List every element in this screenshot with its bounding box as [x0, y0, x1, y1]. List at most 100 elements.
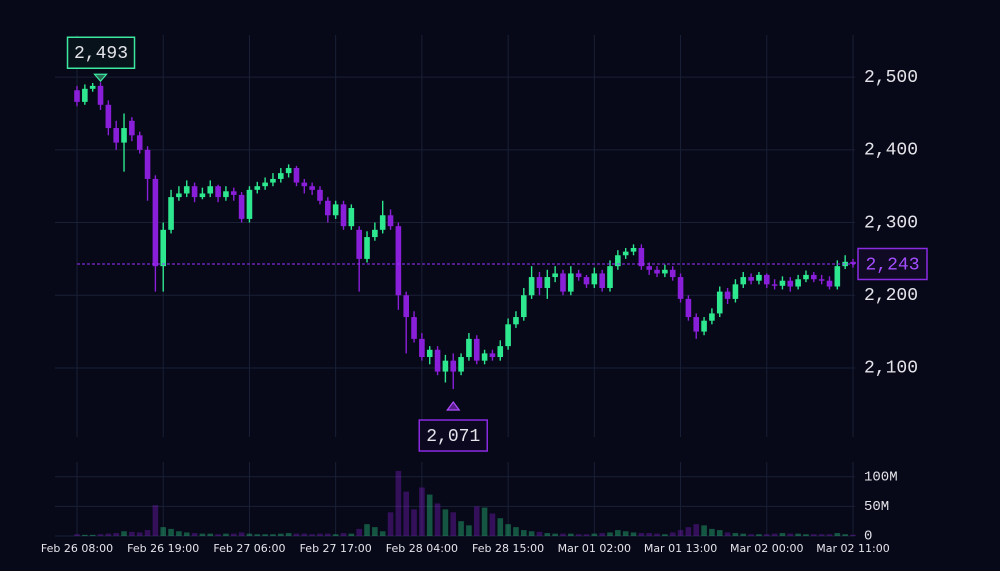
volume-tick-label: 50M: [864, 499, 889, 515]
volume-bar: [176, 531, 182, 536]
candle-body: [348, 208, 355, 227]
volume-bar: [481, 507, 488, 536]
candle-body: [685, 298, 692, 318]
candle-body: [622, 251, 629, 256]
candle-body: [528, 277, 535, 296]
candle-body: [419, 338, 425, 358]
volume-bar: [826, 534, 833, 536]
volume-bar: [270, 534, 276, 536]
volume-bar: [748, 534, 754, 536]
volume-bar: [834, 533, 841, 536]
volume-bar: [520, 530, 527, 536]
candle-body: [544, 277, 551, 288]
volume-bar: [246, 533, 253, 536]
candle-body: [325, 200, 331, 216]
candle-body: [756, 274, 762, 281]
volume-bar: [348, 533, 355, 536]
x-tick-label: Mar 02 11:00: [816, 542, 889, 555]
volume-bar: [803, 534, 809, 536]
candle-body: [191, 186, 198, 198]
candle-body: [489, 353, 496, 358]
volume-bar: [740, 533, 747, 536]
candle-body: [450, 360, 457, 372]
candle-body: [238, 194, 245, 219]
volume-bar: [732, 533, 739, 536]
volume-bar: [544, 533, 551, 536]
candle-body: [434, 349, 441, 372]
max-box: [66, 36, 136, 70]
volume-bar: [458, 521, 464, 536]
min-label: 2,071: [426, 427, 480, 447]
volume-bar: [536, 531, 543, 536]
candle-body: [129, 120, 135, 136]
candle-body: [662, 269, 668, 274]
volume-bar: [575, 534, 582, 536]
x-tick-label: Feb 26 19:00: [127, 542, 199, 555]
volume-bar: [372, 527, 378, 536]
candle-body: [168, 197, 174, 230]
candle-body: [372, 229, 378, 238]
volume-bar: [121, 531, 127, 536]
volume-bar: [607, 532, 613, 536]
candle-body: [215, 186, 221, 198]
volume-bar: [497, 518, 504, 536]
candle-body: [748, 277, 754, 281]
volume-bar: [364, 524, 370, 536]
volume-bar: [552, 533, 558, 536]
volume-bar: [254, 534, 261, 536]
candle-body: [160, 229, 167, 267]
volume-bar: [199, 533, 206, 536]
volume-bar: [230, 533, 237, 536]
volume-bar: [466, 525, 472, 536]
candle-body: [426, 349, 433, 358]
volume-bar: [356, 528, 362, 536]
volume-bar: [183, 532, 190, 536]
volume-bar: [434, 503, 441, 536]
y-tick-label: 2,500: [864, 68, 918, 88]
volume-bar: [685, 527, 692, 536]
candle-body: [850, 261, 856, 264]
candle-body: [677, 277, 684, 299]
candle-body: [411, 317, 417, 339]
volume-bar: [301, 533, 308, 536]
candle-body: [654, 269, 660, 274]
volume-bar: [850, 534, 856, 536]
candle-body: [246, 189, 253, 219]
volume-bar: [293, 533, 300, 536]
min-marker: [446, 401, 461, 411]
volume-bar: [207, 533, 214, 536]
volume-bar: [191, 533, 198, 536]
candle-body: [270, 178, 276, 183]
candle-body: [591, 273, 598, 285]
volume-bar: [591, 533, 598, 536]
candle-body: [301, 182, 308, 187]
volume-bar: [238, 532, 245, 536]
candle-body: [121, 128, 127, 143]
candle-body: [144, 149, 151, 179]
volume-bar: [82, 534, 88, 536]
volume-bar: [387, 512, 394, 536]
candle-body: [82, 88, 88, 102]
candle-body: [615, 255, 621, 267]
volume-bar: [528, 531, 535, 536]
volume-bar: [262, 534, 268, 536]
x-tick-label: Mar 02 00:00: [730, 542, 803, 555]
candle-body: [826, 280, 833, 287]
last-price-box: [857, 247, 928, 281]
volume-bar: [129, 531, 135, 536]
candle-body: [583, 277, 590, 285]
candle-body: [693, 317, 700, 332]
volume-bar: [411, 509, 417, 536]
volume-bar: [379, 531, 386, 536]
volume-bar: [779, 533, 786, 536]
x-tick-label: Feb 28 04:00: [386, 542, 458, 555]
candle-body: [395, 226, 402, 296]
volume-tick-label: 100M: [864, 470, 898, 486]
candle-body: [254, 186, 261, 190]
volume-bar: [277, 533, 284, 536]
candle-body: [481, 353, 488, 361]
volume-bar: [669, 532, 676, 536]
volume-bar: [505, 524, 511, 536]
candle-body: [505, 324, 511, 347]
